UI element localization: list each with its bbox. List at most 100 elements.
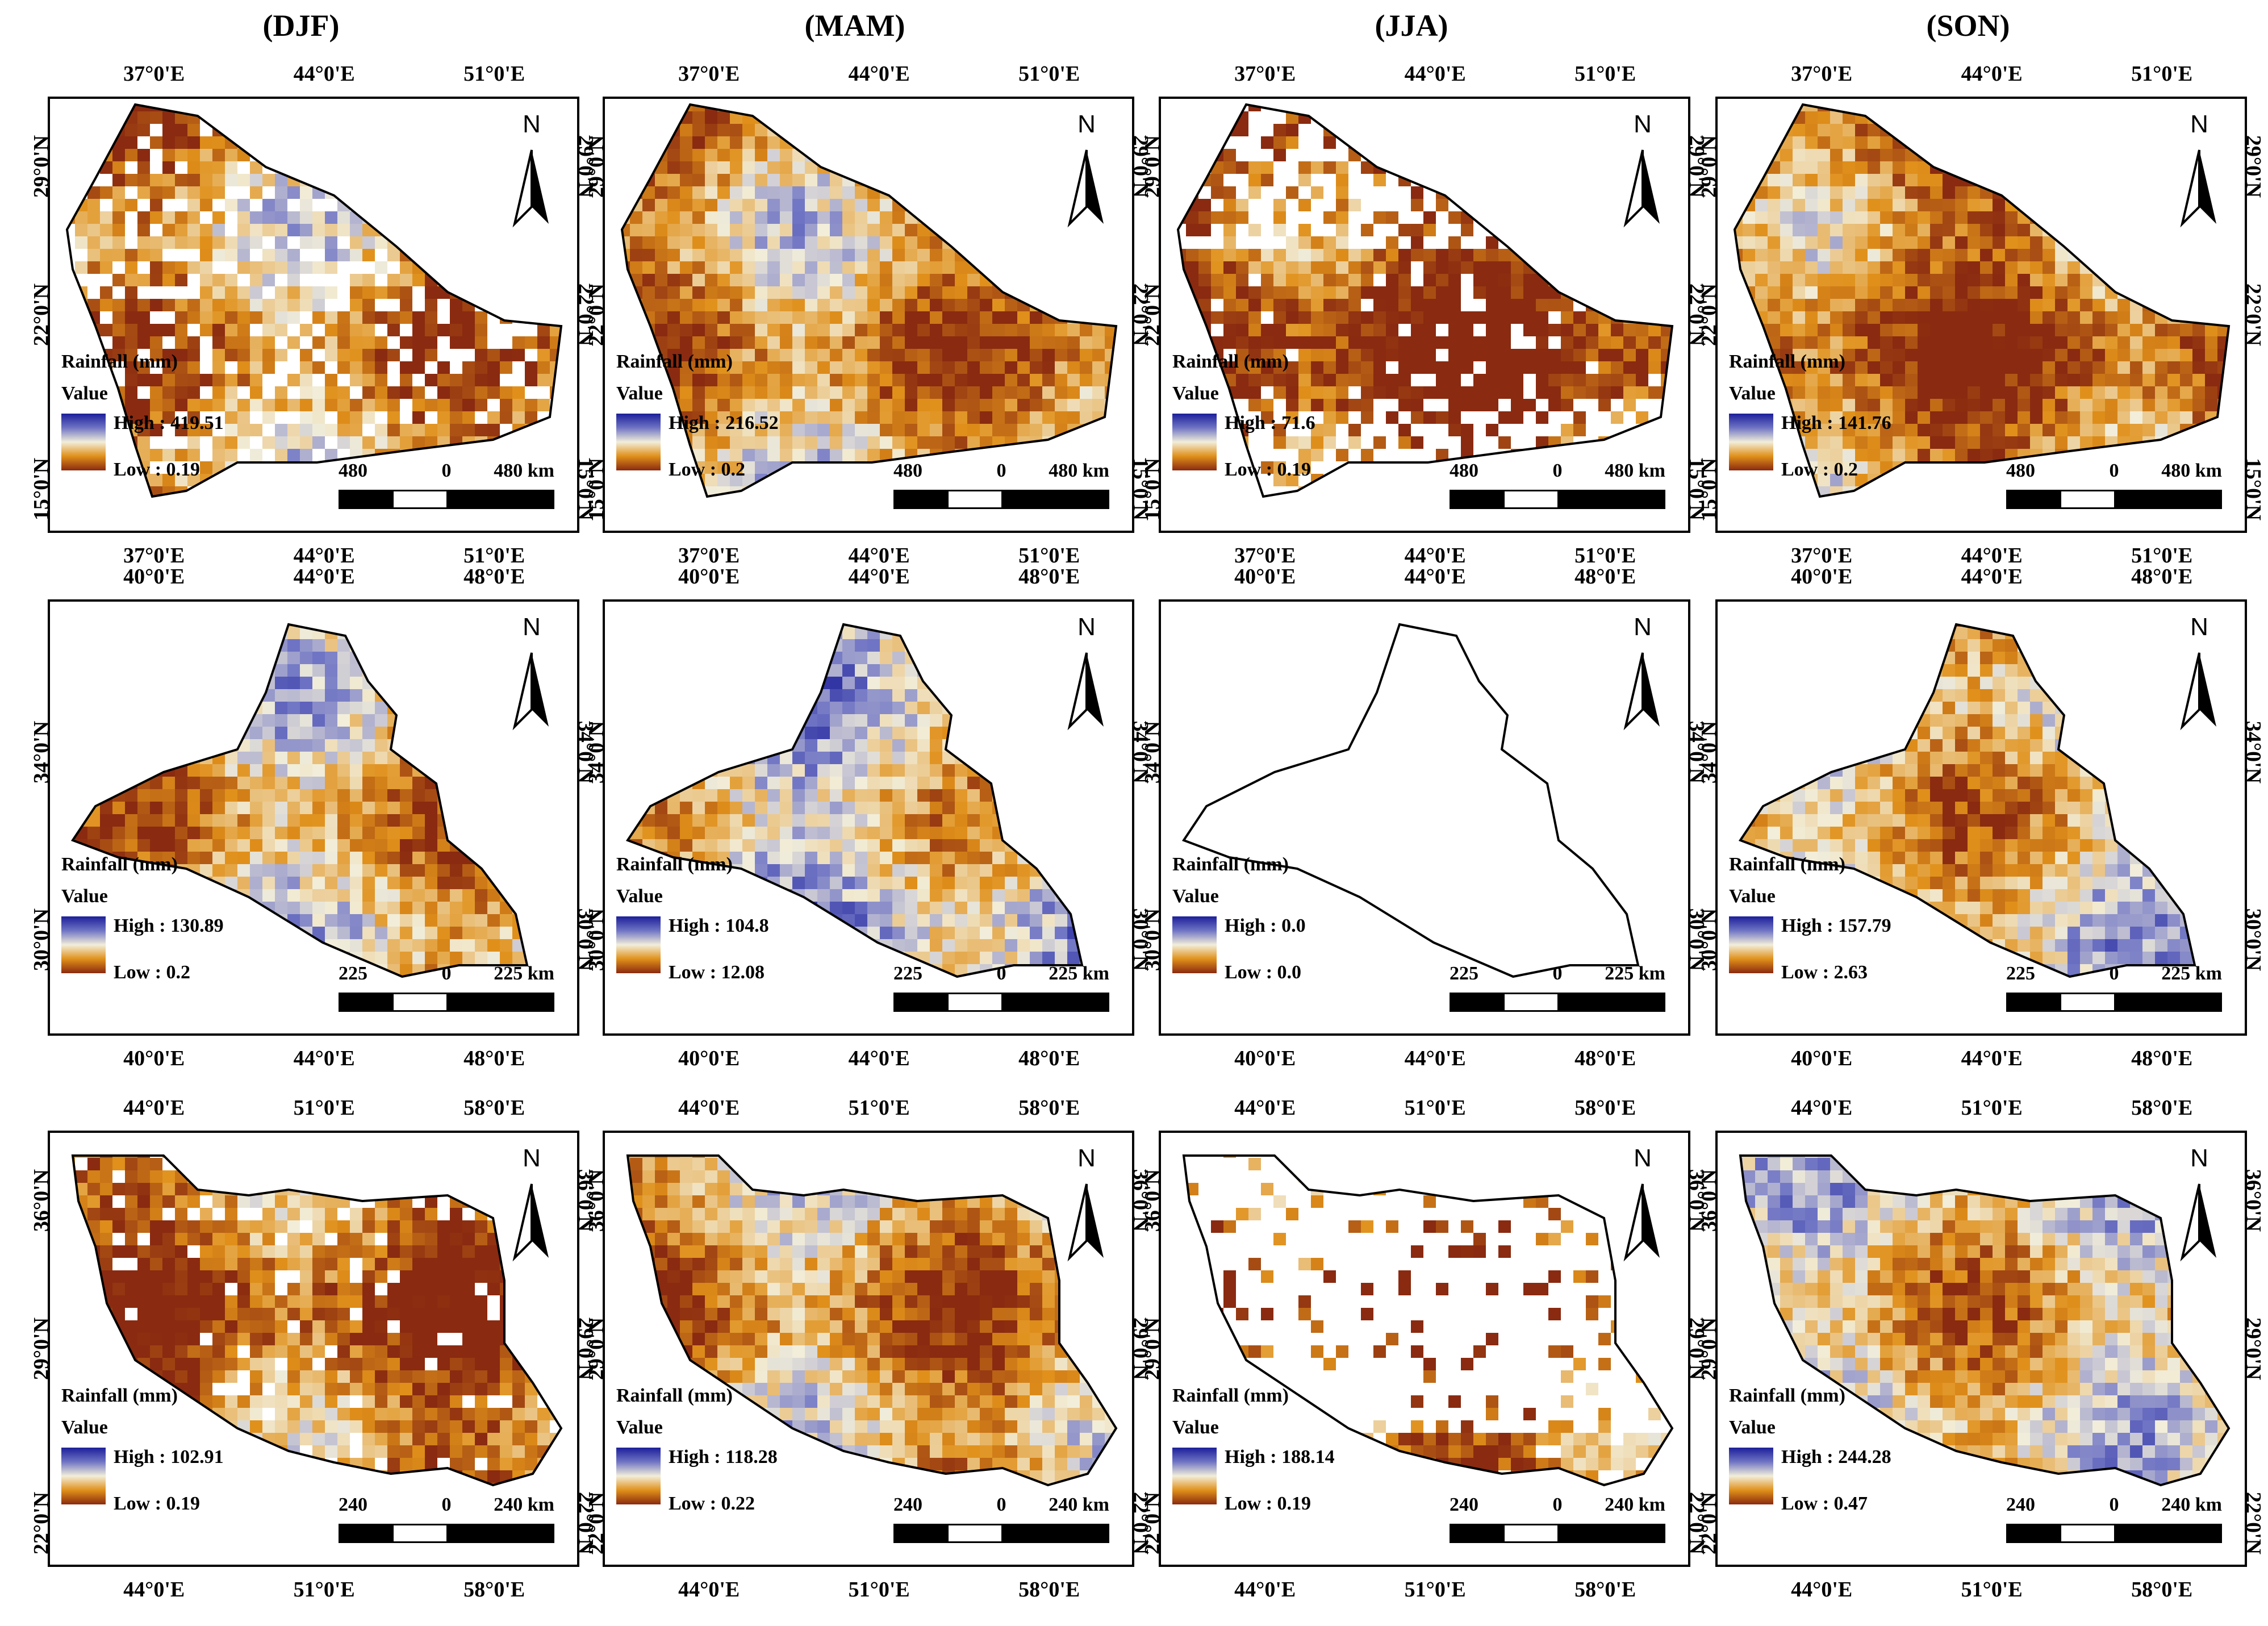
latitude-tick: 22°0'N [584, 283, 609, 347]
latitude-tick: 15°0'N [2241, 458, 2265, 521]
country-outline [1739, 1154, 2231, 1487]
country-outline [1738, 623, 2196, 978]
legend-value-label: Value [616, 886, 663, 907]
longitude-tick: 40°0'E [1234, 1047, 1296, 1070]
scale-bar: 225 0 225 km [893, 963, 1109, 1020]
scale-right-label: 480 km [1049, 460, 1109, 481]
rainfall-raster [71, 1154, 563, 1487]
legend-title: Rainfall (mm) [1729, 351, 1845, 372]
legend-low: Low : 0.2 [1781, 459, 1858, 480]
legend-high: High : 244.28 [1781, 1446, 1891, 1467]
longitude-tick: 58°0'E [1018, 1578, 1080, 1602]
scale-mid-label: 0 [2109, 460, 2119, 481]
longitude-tick: 58°0'E [1574, 1096, 1636, 1120]
map-panel-iran-jja: N Rainfall (mm) Value High : 188.14 Low : 0.… [1141, 1096, 1709, 1602]
rainfall-raster [70, 623, 529, 978]
legend-high: High : 118.28 [669, 1446, 778, 1467]
latitude-tick: 15°0'N [1697, 458, 1722, 521]
legend-low: Low : 0.2 [669, 459, 746, 480]
longitude-tick: 44°0'E [293, 565, 355, 589]
longitude-tick: 44°0'E [678, 1096, 740, 1120]
longitude-tick: 48°0'E [463, 565, 525, 589]
country-outline [625, 623, 1084, 978]
north-arrow-icon: N [1609, 613, 1677, 738]
scale-right-label: 225 km [494, 963, 554, 984]
north-label: N [1634, 1144, 1652, 1172]
map-frame: N Rainfall (mm) Value High : 244.28 Low : 0.… [1715, 1131, 2247, 1567]
latitude-tick: 34°0'N [584, 720, 609, 783]
longitude-tick: 44°0'E [1791, 1578, 1853, 1602]
latitude-tick: 22°0'N [30, 1492, 54, 1555]
country-outline [1176, 103, 1674, 498]
scale-right-label: 240 km [494, 1494, 554, 1515]
latitude-tick: 22°0'N [30, 283, 54, 347]
latitude-tick: 30°0'N [1697, 908, 1722, 972]
rainfall-raster [1176, 103, 1674, 498]
latitude-tick: 36°0'N [1141, 1169, 1165, 1232]
scale-mid-label: 0 [1552, 1494, 1563, 1515]
rainfall-raster [1739, 1154, 2231, 1487]
legend-low: Low : 2.63 [1781, 962, 1868, 983]
longitude-tick: 44°0'E [1404, 565, 1466, 589]
legend-low: Low : 0.0 [1225, 962, 1302, 983]
scale-left-label: 225 [1450, 963, 1478, 984]
legend-high: High : 104.8 [669, 915, 769, 936]
longitude-tick: 40°0'E [1791, 1047, 1853, 1070]
legend-title: Rainfall (mm) [616, 1385, 733, 1406]
map-frame: N Rainfall (mm) Value High : 0.0 Low : 0.0 22… [1159, 599, 1690, 1036]
scale-right-label: 225 km [1605, 963, 1665, 984]
latitude-tick: 36°0'N [1697, 1169, 1722, 1232]
scale-left-label: 240 [1450, 1494, 1478, 1515]
longitude-tick: 44°0'E [848, 62, 910, 86]
map-panel-iraq-son: N Rainfall (mm) Value High : 157.79 Low : 2.… [1697, 565, 2265, 1070]
latitude-tick: 36°0'N [584, 1169, 609, 1232]
latitude-tick: 30°0'N [2241, 908, 2265, 972]
map-panel-iran-mam: N Rainfall (mm) Value High : 118.28 Low : 0.… [584, 1096, 1152, 1602]
longitude-tick: 51°0'E [1018, 62, 1080, 86]
latitude-tick: 22°0'N [1697, 283, 1722, 347]
longitude-tick: 44°0'E [678, 1578, 740, 1602]
legend-high: High : 188.14 [1225, 1446, 1335, 1467]
longitude-tick: 44°0'E [293, 1047, 355, 1070]
rainfall-legend: Rainfall (mm) Value High : 244.28 Low : 0.4… [1729, 1385, 1968, 1556]
country-outline [1733, 103, 2231, 498]
legend-low: Low : 0.47 [1781, 1493, 1868, 1514]
longitude-tick: 44°0'E [1404, 1047, 1466, 1070]
north-arrow-icon: N [1052, 110, 1121, 235]
latitude-tick: 29°0'N [584, 1317, 609, 1381]
legend-color-ramp [1729, 916, 1773, 973]
season-title-son: (SON) [1926, 9, 2010, 43]
rainfall-raster [1733, 103, 2231, 498]
scale-mid-label: 0 [441, 963, 452, 984]
season-title-djf: (DJF) [262, 9, 340, 43]
map-frame: N Rainfall (mm) Value High : 104.8 Low : 12.… [603, 599, 1134, 1036]
country-outline [1182, 1154, 1674, 1487]
north-arrow-icon: N [1609, 110, 1677, 235]
legend-title: Rainfall (mm) [61, 351, 178, 372]
longitude-tick: 51°0'E [463, 544, 525, 568]
longitude-tick: 51°0'E [463, 62, 525, 86]
scale-right-label: 480 km [2161, 460, 2222, 481]
latitude-tick: 22°0'N [1141, 1492, 1165, 1555]
legend-high: High : 157.79 [1781, 915, 1891, 936]
latitude-tick: 15°0'N [584, 458, 609, 521]
rainfall-legend: Rainfall (mm) Value High : 188.14 Low : 0.1… [1172, 1385, 1411, 1556]
longitude-tick: 37°0'E [678, 62, 740, 86]
rainfall-legend: Rainfall (mm) Value High : 419.51 Low : 0.1… [61, 351, 300, 522]
rainfall-legend: Rainfall (mm) Value High : 102.91 Low : 0.1… [61, 1385, 300, 1556]
legend-value-label: Value [1729, 886, 1776, 907]
rainfall-legend: Rainfall (mm) Value High : 141.76 Low : 0.2 [1729, 351, 1968, 522]
legend-title: Rainfall (mm) [1172, 351, 1289, 372]
rainfall-legend: Rainfall (mm) Value High : 157.79 Low : 2.6… [1729, 854, 1968, 1024]
country-outline [1181, 623, 1640, 978]
longitude-tick: 51°0'E [293, 1578, 355, 1602]
longitude-tick: 48°0'E [2131, 1047, 2193, 1070]
longitude-tick: 44°0'E [1961, 1047, 2023, 1070]
longitude-tick: 51°0'E [1961, 1578, 2023, 1602]
country-outline [70, 623, 529, 978]
north-label: N [523, 613, 541, 641]
legend-color-ramp [1172, 414, 1217, 470]
scale-right-label: 225 km [2161, 963, 2222, 984]
north-label: N [1077, 110, 1096, 138]
map-panel-iraq-mam: N Rainfall (mm) Value High : 104.8 Low : 12.… [584, 565, 1152, 1070]
